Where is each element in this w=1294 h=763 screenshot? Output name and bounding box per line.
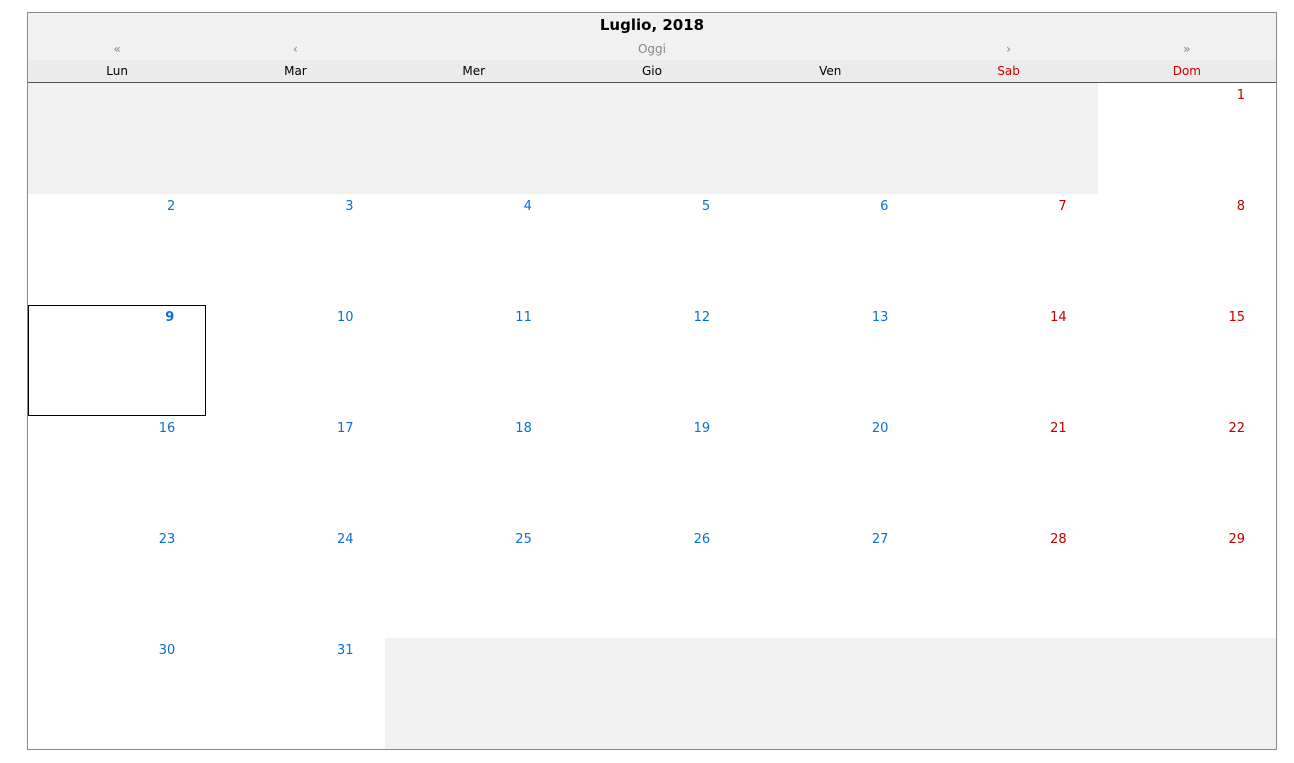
day-number: 16 xyxy=(158,421,176,436)
day-cell[interactable]: 26 xyxy=(563,527,741,638)
day-cell[interactable]: 14 xyxy=(919,305,1097,416)
day-cell[interactable]: 17 xyxy=(206,416,384,527)
empty-day-cell xyxy=(919,83,1098,194)
today-button[interactable]: Oggi xyxy=(637,42,666,56)
calendar-nav: « ‹ Oggi › » xyxy=(28,38,1276,60)
day-number: 28 xyxy=(1050,532,1067,547)
day-number: 21 xyxy=(1050,421,1067,436)
day-number: 23 xyxy=(158,532,176,547)
day-number: 19 xyxy=(693,421,711,436)
day-number: 18 xyxy=(515,421,532,436)
empty-day-cell xyxy=(384,83,563,194)
next-year-button[interactable]: » xyxy=(1183,42,1191,56)
weekday-label: Ven xyxy=(819,64,842,78)
day-number: 7 xyxy=(1058,199,1067,214)
day-number: 2 xyxy=(167,199,176,214)
day-number: 9 xyxy=(165,310,175,325)
day-cell[interactable]: 12 xyxy=(563,305,741,416)
day-cell[interactable]: 27 xyxy=(741,527,919,638)
day-cell[interactable]: 24 xyxy=(206,527,384,638)
weekday-label: Mer xyxy=(462,64,486,78)
day-cell[interactable]: 1 xyxy=(1098,83,1276,194)
day-cell[interactable]: 25 xyxy=(385,527,563,638)
day-cell[interactable]: 31 xyxy=(206,638,384,749)
day-cell[interactable]: 4 xyxy=(385,194,563,305)
day-number: 5 xyxy=(701,199,711,214)
prev-year-button[interactable]: « xyxy=(113,42,121,56)
day-number: 14 xyxy=(1050,310,1067,325)
empty-day-cell xyxy=(1097,638,1276,749)
day-cell[interactable]: 11 xyxy=(385,305,563,416)
month-title: Luglio, 2018 xyxy=(28,13,1276,38)
day-number: 24 xyxy=(337,532,354,547)
day-number: 3 xyxy=(345,199,354,214)
day-number: 6 xyxy=(880,199,889,214)
day-number: 4 xyxy=(523,199,532,214)
day-cell[interactable]: 5 xyxy=(563,194,741,305)
day-number: 13 xyxy=(871,310,889,325)
day-cell[interactable]: 15 xyxy=(1098,305,1276,416)
day-number: 20 xyxy=(871,421,889,436)
next-month-button[interactable]: › xyxy=(1006,42,1011,56)
calendar: Luglio, 2018 « ‹ Oggi › » Lun Mar Mer Gi… xyxy=(27,12,1277,750)
selected-day-cell[interactable]: 9 xyxy=(28,305,207,416)
day-number: 31 xyxy=(337,643,354,658)
day-cell[interactable]: 7 xyxy=(919,194,1097,305)
day-cell[interactable]: 8 xyxy=(1098,194,1276,305)
day-cell[interactable]: 13 xyxy=(741,305,919,416)
day-cell[interactable]: 20 xyxy=(741,416,919,527)
empty-day-cell xyxy=(919,638,1098,749)
weekday-header: Lun Mar Mer Gio Ven Sab Dom xyxy=(28,60,1276,83)
day-cell[interactable]: 23 xyxy=(28,527,206,638)
empty-day-cell xyxy=(741,83,920,194)
weekday-label: Sab xyxy=(997,64,1020,78)
weekday-label: Lun xyxy=(106,64,128,78)
day-number: 10 xyxy=(337,310,354,325)
weekday-label: Dom xyxy=(1172,64,1201,78)
day-number: 26 xyxy=(693,532,711,547)
day-number: 25 xyxy=(515,532,532,547)
day-number: 15 xyxy=(1228,310,1245,325)
day-number: 27 xyxy=(871,532,889,547)
empty-day-cell xyxy=(562,638,742,749)
day-grid: 1 2 3 4 5 6 7 8 9 10 11 12 13 14 15 16 17 18 19 20 21 22 23 24 2… xyxy=(28,83,1276,749)
day-number: 8 xyxy=(1236,199,1245,214)
day-cell[interactable]: 29 xyxy=(1098,527,1276,638)
weekday-label: Gio xyxy=(642,64,662,78)
empty-day-cell xyxy=(384,638,563,749)
day-number: 22 xyxy=(1228,421,1245,436)
day-number: 29 xyxy=(1228,532,1245,547)
day-cell[interactable]: 16 xyxy=(28,416,206,527)
day-cell[interactable]: 3 xyxy=(206,194,384,305)
day-cell[interactable]: 21 xyxy=(919,416,1097,527)
day-cell[interactable]: 6 xyxy=(741,194,919,305)
prev-month-button[interactable]: ‹ xyxy=(293,42,298,56)
day-number: 30 xyxy=(158,643,176,658)
empty-day-cell xyxy=(741,638,920,749)
day-cell[interactable]: 30 xyxy=(28,638,206,749)
day-cell[interactable]: 28 xyxy=(919,527,1097,638)
weekday-label: Mar xyxy=(284,64,307,78)
day-number: 1 xyxy=(1236,88,1245,103)
day-cell[interactable]: 19 xyxy=(563,416,741,527)
day-cell[interactable]: 18 xyxy=(385,416,563,527)
day-cell[interactable]: 10 xyxy=(206,305,384,416)
day-number: 12 xyxy=(693,310,711,325)
empty-day-cell xyxy=(206,83,385,194)
day-cell[interactable]: 2 xyxy=(28,194,206,305)
day-number: 17 xyxy=(337,421,354,436)
empty-day-cell xyxy=(28,83,207,194)
day-number: 11 xyxy=(515,310,532,325)
day-cell[interactable]: 22 xyxy=(1098,416,1276,527)
empty-day-cell xyxy=(562,83,742,194)
